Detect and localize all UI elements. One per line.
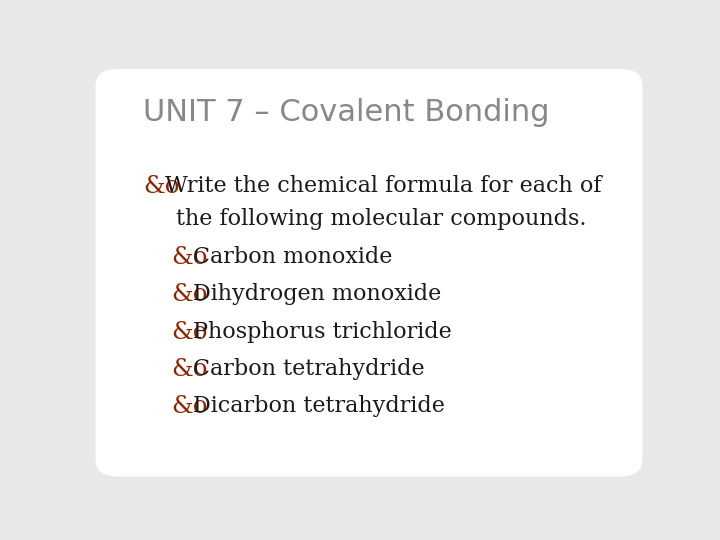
- Text: &o: &o: [171, 246, 207, 269]
- Text: &o: &o: [171, 395, 207, 418]
- Text: Phosphorus trichloride: Phosphorus trichloride: [193, 321, 452, 342]
- FancyBboxPatch shape: [96, 69, 642, 476]
- Text: the following molecular compounds.: the following molecular compounds.: [176, 208, 587, 230]
- Text: Carbon monoxide: Carbon monoxide: [193, 246, 392, 268]
- Text: Dicarbon tetrahydride: Dicarbon tetrahydride: [193, 395, 445, 417]
- Text: Dihydrogen monoxide: Dihydrogen monoxide: [193, 283, 441, 305]
- Text: &o: &o: [171, 358, 207, 381]
- Text: UNIT 7 – Covalent Bonding: UNIT 7 – Covalent Bonding: [143, 98, 549, 127]
- Text: Carbon tetrahydride: Carbon tetrahydride: [193, 358, 425, 380]
- Text: &o: &o: [143, 175, 179, 198]
- Text: Write the chemical formula for each of: Write the chemical formula for each of: [166, 175, 602, 197]
- Text: &o: &o: [171, 283, 207, 306]
- Text: &o: &o: [171, 321, 207, 343]
